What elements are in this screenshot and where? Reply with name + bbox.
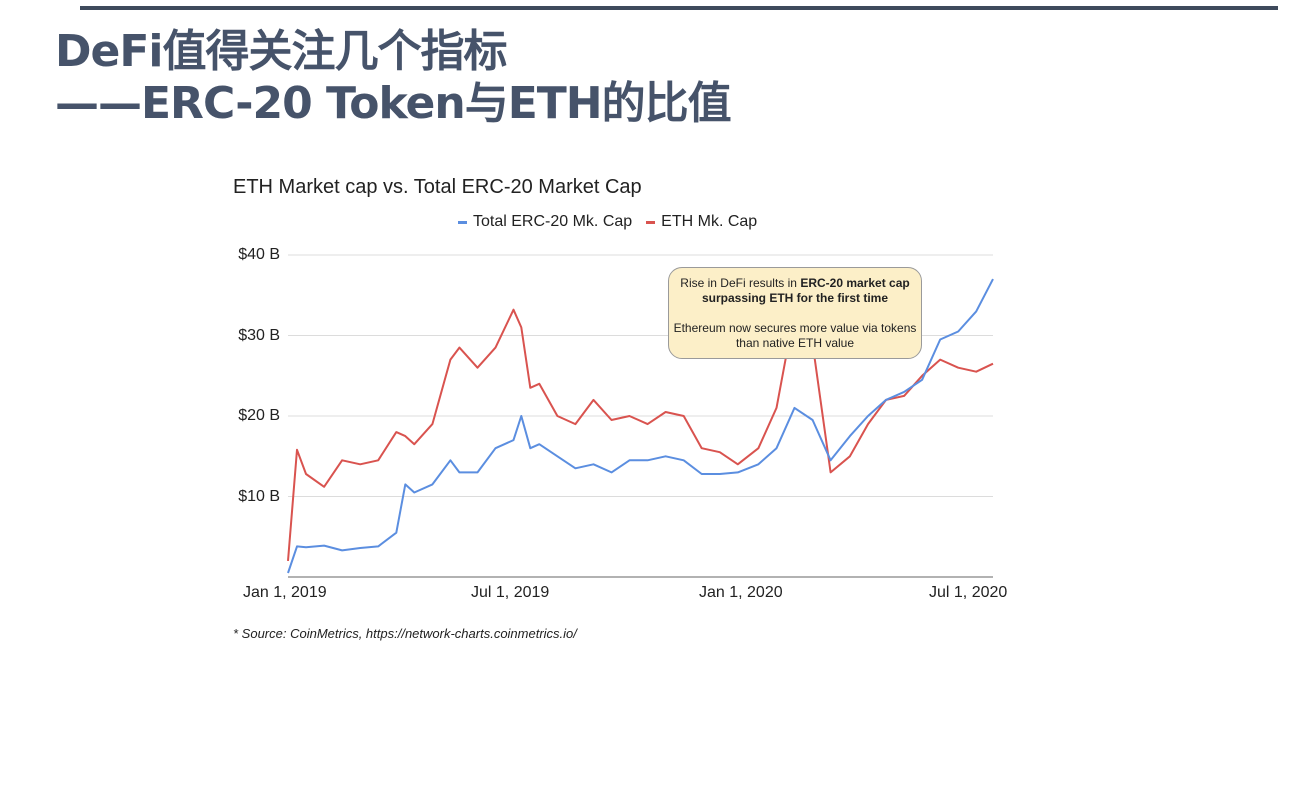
legend-item-erc20: Total ERC-20 Mk. Cap: [458, 213, 632, 231]
chart-container: [222, 165, 1014, 610]
x-tick-jan-2019: Jan 1, 2019: [243, 584, 327, 601]
legend-label-eth: ETH Mk. Cap: [661, 213, 758, 230]
legend-swatch-red-icon: [646, 220, 656, 224]
erc20-market-cap-line: [287, 278, 994, 574]
x-tick-jul-2019: Jul 1, 2019: [471, 584, 550, 601]
annotation-callout: Rise in DeFi results in ERC-20 market ca…: [668, 267, 922, 359]
y-tick-20: $20 B: [238, 407, 280, 424]
top-divider: [80, 6, 1278, 10]
callout-body: Ethereum now secures more value via toke…: [673, 321, 917, 350]
y-tick-40: $40 B: [238, 246, 280, 263]
chart-legend: Total ERC-20 Mk. Cap ETH Mk. Cap: [458, 213, 757, 231]
chart-title: ETH Market cap vs. Total ERC-20 Market C…: [233, 176, 642, 198]
eth-market-cap-line: [287, 308, 994, 561]
legend-label-erc20: Total ERC-20 Mk. Cap: [473, 213, 633, 230]
legend-item-eth: ETH Mk. Cap: [646, 213, 757, 231]
y-tick-30: $30 B: [238, 327, 280, 344]
slide-title-line2: ——ERC-20 Token与ETH的比值: [55, 78, 732, 129]
callout-headline: Rise in DeFi results in ERC-20 market ca…: [680, 276, 910, 305]
source-note: * Source: CoinMetrics, https://network-c…: [233, 626, 577, 641]
x-tick-jul-2020: Jul 1, 2020: [929, 584, 1008, 601]
legend-swatch-blue-icon: [458, 220, 467, 224]
x-tick-jan-2020: Jan 1, 2020: [699, 584, 783, 601]
y-tick-10: $10 B: [238, 488, 280, 505]
slide-title-line1: DeFi值得关注几个指标: [55, 26, 508, 77]
